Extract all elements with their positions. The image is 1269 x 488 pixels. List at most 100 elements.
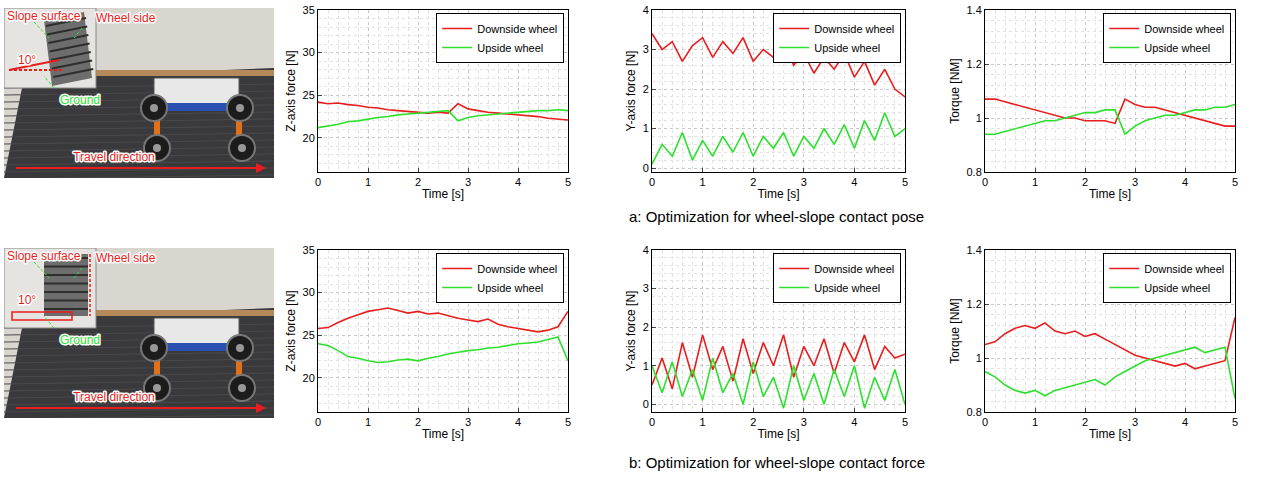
svg-text:1: 1 bbox=[643, 360, 649, 372]
svg-text:Downside wheel: Downside wheel bbox=[814, 263, 894, 275]
svg-text:3: 3 bbox=[465, 416, 471, 428]
svg-text:1: 1 bbox=[1032, 416, 1038, 428]
svg-text:Travel direction: Travel direction bbox=[73, 390, 155, 404]
svg-text:5: 5 bbox=[902, 176, 908, 188]
svg-text:Slope surface: Slope surface bbox=[7, 249, 81, 263]
svg-text:1: 1 bbox=[976, 352, 982, 364]
svg-text:4: 4 bbox=[643, 244, 649, 256]
svg-text:Wheel side: Wheel side bbox=[96, 11, 156, 25]
svg-text:5: 5 bbox=[902, 416, 908, 428]
svg-text:1.2: 1.2 bbox=[967, 58, 982, 70]
svg-text:0: 0 bbox=[315, 176, 321, 188]
svg-text:Time [s]: Time [s] bbox=[1089, 187, 1131, 201]
svg-text:Z-axis force [N]: Z-axis force [N] bbox=[284, 50, 298, 131]
svg-text:Upside wheel: Upside wheel bbox=[1144, 282, 1210, 294]
svg-text:20: 20 bbox=[303, 372, 315, 384]
svg-text:Upside wheel: Upside wheel bbox=[814, 282, 880, 294]
svg-text:25: 25 bbox=[303, 329, 315, 341]
svg-text:3: 3 bbox=[801, 176, 807, 188]
svg-text:Y-axis force [N]: Y-axis force [N] bbox=[624, 51, 638, 132]
svg-text:2: 2 bbox=[415, 176, 421, 188]
svg-text:Travel direction: Travel direction bbox=[73, 150, 155, 164]
svg-text:4: 4 bbox=[643, 4, 649, 16]
svg-text:Downside wheel: Downside wheel bbox=[1144, 263, 1224, 275]
svg-text:1: 1 bbox=[1032, 176, 1038, 188]
svg-text:0: 0 bbox=[643, 162, 649, 174]
svg-text:2: 2 bbox=[643, 321, 649, 333]
svg-text:3: 3 bbox=[1132, 176, 1138, 188]
svg-text:1.4: 1.4 bbox=[967, 4, 982, 16]
svg-text:5: 5 bbox=[565, 416, 571, 428]
svg-text:2: 2 bbox=[1082, 176, 1088, 188]
svg-text:0: 0 bbox=[315, 416, 321, 428]
svg-text:Travel direction: Travel direction bbox=[73, 390, 155, 404]
svg-text:1.2: 1.2 bbox=[967, 298, 982, 310]
svg-text:4: 4 bbox=[1182, 176, 1188, 188]
svg-text:1: 1 bbox=[365, 416, 371, 428]
svg-text:Upside wheel: Upside wheel bbox=[477, 282, 543, 294]
svg-text:3: 3 bbox=[1132, 416, 1138, 428]
svg-text:Time [s]: Time [s] bbox=[757, 187, 799, 201]
svg-text:Z-axis force [N]: Z-axis force [N] bbox=[284, 290, 298, 371]
svg-text:1: 1 bbox=[700, 416, 706, 428]
svg-text:30: 30 bbox=[303, 286, 315, 298]
svg-text:2: 2 bbox=[1082, 416, 1088, 428]
svg-text:Upside wheel: Upside wheel bbox=[814, 42, 880, 54]
svg-text:5: 5 bbox=[1232, 416, 1238, 428]
svg-text:0: 0 bbox=[643, 398, 649, 410]
svg-text:0: 0 bbox=[982, 416, 988, 428]
svg-text:4: 4 bbox=[851, 176, 857, 188]
svg-text:Downside wheel: Downside wheel bbox=[814, 23, 894, 35]
svg-text:Wheel side: Wheel side bbox=[96, 11, 156, 25]
svg-text:5: 5 bbox=[565, 176, 571, 188]
svg-text:Torque [NM]: Torque [NM] bbox=[948, 58, 962, 123]
svg-text:a: Optimization for wheel-slop: a: Optimization for wheel-slope contact … bbox=[629, 208, 924, 225]
svg-text:Downside wheel: Downside wheel bbox=[1144, 23, 1224, 35]
svg-text:Wheel side: Wheel side bbox=[96, 251, 156, 265]
svg-text:35: 35 bbox=[303, 4, 315, 16]
svg-text:4: 4 bbox=[515, 176, 521, 188]
svg-text:0: 0 bbox=[649, 416, 655, 428]
svg-text:0.8: 0.8 bbox=[967, 166, 982, 178]
svg-text:Slope surface: Slope surface bbox=[7, 249, 81, 263]
svg-text:10°: 10° bbox=[18, 293, 36, 307]
svg-text:1.4: 1.4 bbox=[967, 244, 982, 256]
svg-text:10°: 10° bbox=[18, 53, 36, 67]
svg-text:Time [s]: Time [s] bbox=[1089, 427, 1131, 441]
svg-text:Slope surface: Slope surface bbox=[7, 9, 81, 23]
svg-text:0: 0 bbox=[649, 176, 655, 188]
svg-text:3: 3 bbox=[643, 282, 649, 294]
svg-text:Torque [NM]: Torque [NM] bbox=[948, 298, 962, 363]
svg-text:Time [s]: Time [s] bbox=[422, 427, 464, 441]
svg-text:1: 1 bbox=[643, 122, 649, 134]
svg-text:4: 4 bbox=[515, 416, 521, 428]
svg-text:Ground: Ground bbox=[60, 93, 100, 107]
svg-text:1: 1 bbox=[700, 176, 706, 188]
svg-text:30: 30 bbox=[303, 46, 315, 58]
svg-text:2: 2 bbox=[750, 176, 756, 188]
svg-text:Y-axis force [N]: Y-axis force [N] bbox=[624, 291, 638, 372]
svg-text:3: 3 bbox=[643, 43, 649, 55]
svg-text:Time [s]: Time [s] bbox=[422, 187, 464, 201]
svg-text:25: 25 bbox=[303, 89, 315, 101]
svg-text:Ground: Ground bbox=[60, 333, 100, 347]
svg-text:3: 3 bbox=[465, 176, 471, 188]
svg-text:Wheel side: Wheel side bbox=[96, 251, 156, 265]
svg-text:Ground: Ground bbox=[60, 333, 100, 347]
svg-text:4: 4 bbox=[851, 416, 857, 428]
svg-text:10°: 10° bbox=[18, 293, 36, 307]
svg-text:35: 35 bbox=[303, 244, 315, 256]
svg-text:Upside wheel: Upside wheel bbox=[477, 42, 543, 54]
svg-text:1: 1 bbox=[976, 112, 982, 124]
svg-text:Time [s]: Time [s] bbox=[757, 427, 799, 441]
svg-text:0: 0 bbox=[982, 176, 988, 188]
svg-text:2: 2 bbox=[415, 416, 421, 428]
svg-text:10°: 10° bbox=[18, 53, 36, 67]
svg-text:Travel direction: Travel direction bbox=[73, 150, 155, 164]
svg-text:5: 5 bbox=[1232, 176, 1238, 188]
svg-text:1: 1 bbox=[365, 176, 371, 188]
svg-text:Downside wheel: Downside wheel bbox=[477, 23, 557, 35]
svg-text:Ground: Ground bbox=[60, 93, 100, 107]
svg-text:0.8: 0.8 bbox=[967, 406, 982, 418]
svg-text:3: 3 bbox=[801, 416, 807, 428]
